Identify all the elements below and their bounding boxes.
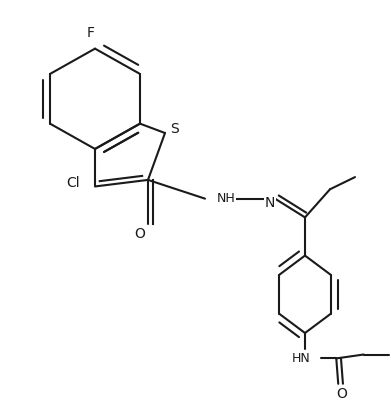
Text: O: O (337, 387, 348, 401)
Text: HN: HN (292, 352, 310, 365)
Text: S: S (170, 122, 179, 136)
Text: Cl: Cl (67, 176, 80, 190)
Text: F: F (87, 26, 95, 40)
Text: NH: NH (217, 192, 235, 205)
Text: N: N (265, 196, 276, 210)
Text: O: O (135, 227, 145, 241)
